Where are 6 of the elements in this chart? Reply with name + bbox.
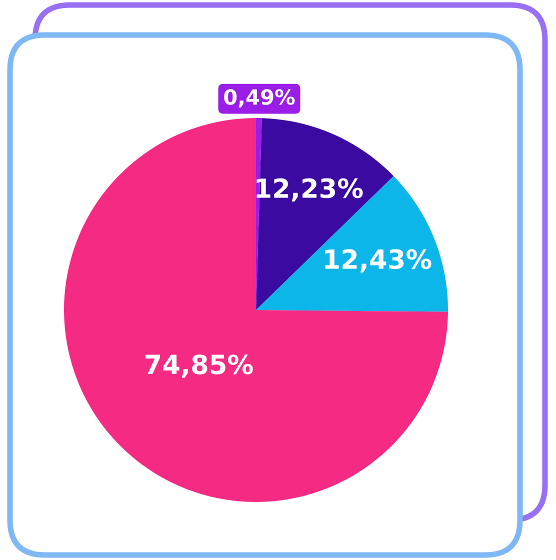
pie-slice <box>256 176 448 312</box>
pie-slice <box>64 118 448 502</box>
data-label: 74,85% <box>146 354 253 378</box>
data-label: 0,49% <box>224 89 295 108</box>
data-label: 12,43% <box>325 249 432 272</box>
data-label: 12,23% <box>256 178 363 202</box>
